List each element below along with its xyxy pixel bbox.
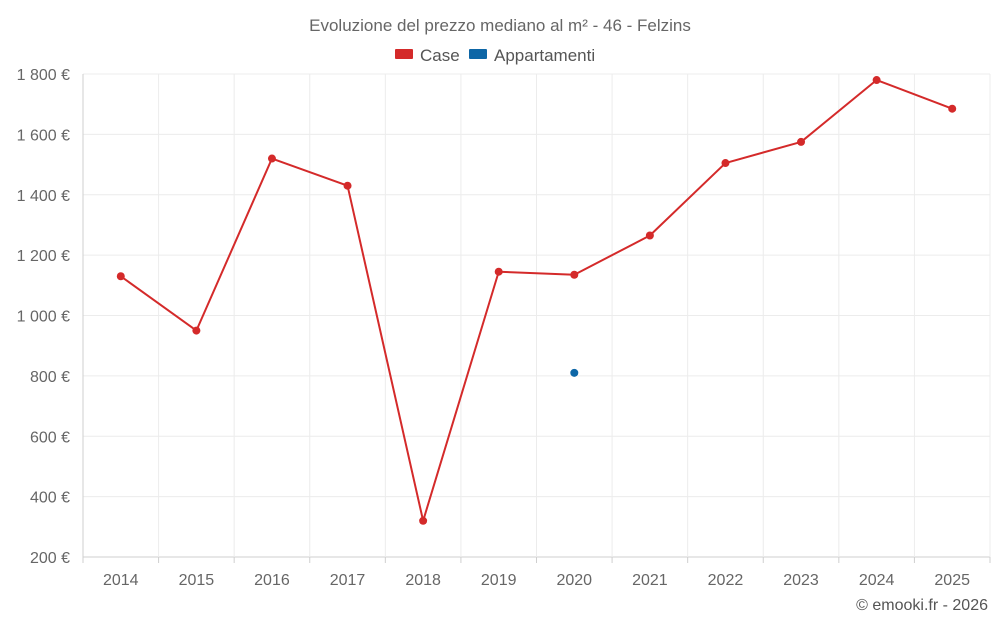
x-tick-label: 2017 (330, 572, 366, 589)
legend-item-appartamenti[interactable]: Appartamenti (469, 46, 595, 65)
x-tick-label: 2023 (783, 572, 819, 589)
data-point[interactable] (721, 159, 730, 168)
legend-swatch-appartamenti (469, 49, 487, 59)
data-point[interactable] (797, 137, 806, 146)
chart-title: Evoluzione del prezzo mediano al m² - 46… (309, 16, 691, 35)
data-point[interactable] (645, 231, 654, 240)
legend: Case Appartamenti (395, 46, 595, 65)
data-point[interactable] (948, 104, 957, 113)
legend-item-case[interactable]: Case (395, 46, 460, 65)
series (116, 76, 957, 525)
x-tick-label: 2019 (481, 572, 517, 589)
x-tick-label: 2022 (708, 572, 744, 589)
credit-text: © emooki.fr - 2026 (856, 597, 988, 614)
x-tick-label: 2016 (254, 572, 290, 589)
data-point[interactable] (494, 267, 503, 276)
x-tick-label: 2021 (632, 572, 668, 589)
data-point[interactable] (570, 270, 579, 279)
grid (82, 73, 991, 563)
y-tick-label: 400 € (30, 490, 70, 507)
x-tick-label: 2014 (103, 572, 139, 589)
y-tick-label: 800 € (30, 369, 70, 386)
data-point[interactable] (192, 326, 201, 335)
data-point[interactable] (570, 368, 579, 377)
series-line (120, 79, 953, 522)
y-tick-label: 600 € (30, 429, 70, 446)
y-tick-label: 1 400 € (17, 188, 70, 205)
x-tick-label: 2015 (179, 572, 215, 589)
y-tick-label: 200 € (30, 550, 70, 567)
y-tick-label: 1 000 € (17, 309, 70, 326)
legend-label-case: Case (420, 46, 460, 65)
legend-label-appartamenti: Appartamenti (494, 46, 595, 65)
data-point[interactable] (872, 76, 881, 85)
data-point[interactable] (267, 154, 276, 163)
legend-swatch-case (395, 49, 413, 59)
data-point[interactable] (343, 181, 352, 190)
y-tick-label: 1 800 € (17, 67, 70, 84)
x-tick-label: 2018 (405, 572, 441, 589)
y-tick-label: 1 200 € (17, 248, 70, 265)
x-tick-label: 2024 (859, 572, 895, 589)
x-tick-label: 2020 (556, 572, 592, 589)
series-appartamenti (570, 368, 579, 377)
data-point[interactable] (116, 272, 125, 281)
x-axis-ticks: 2014 2015 2016 2017 2018 2019 2020 2021 2022 2023… (103, 572, 970, 589)
y-axis-ticks: 200 € 400 € 600 € 800 € 1 000 € 1 200 € 1 400 … (17, 67, 70, 567)
series-case (116, 76, 957, 525)
x-tick-label: 2025 (934, 572, 970, 589)
data-point[interactable] (419, 516, 428, 525)
y-tick-label: 1 600 € (17, 127, 70, 144)
